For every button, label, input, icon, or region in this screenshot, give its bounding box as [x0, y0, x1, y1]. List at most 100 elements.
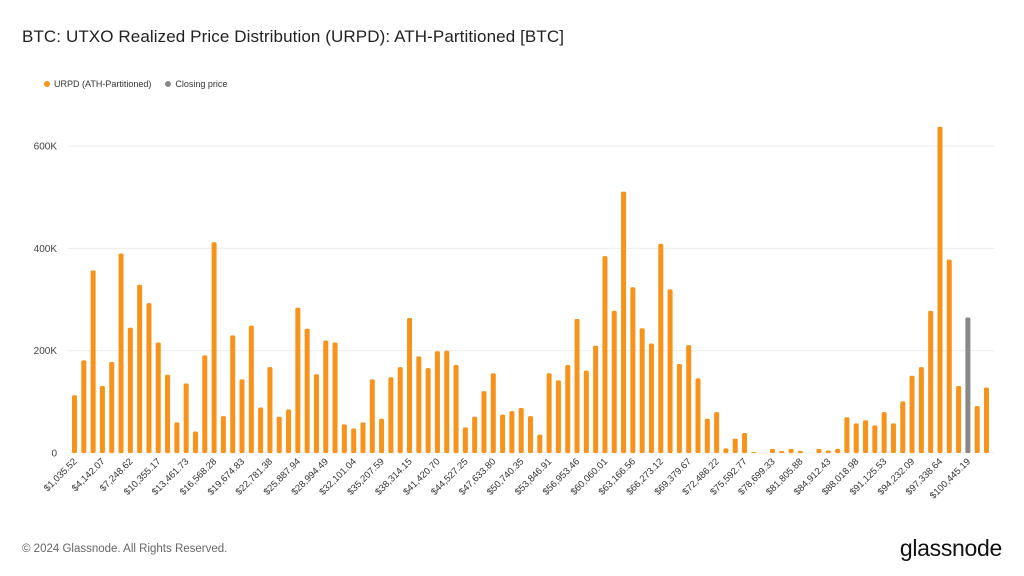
bar-urpd[interactable] — [546, 373, 552, 453]
bar-urpd[interactable] — [230, 335, 236, 453]
bar-urpd[interactable] — [379, 418, 385, 453]
bar-urpd[interactable] — [369, 379, 375, 453]
bar-urpd[interactable] — [220, 416, 226, 453]
bar-urpd[interactable] — [146, 303, 152, 453]
bar-urpd[interactable] — [258, 407, 264, 453]
bar-urpd[interactable] — [341, 424, 347, 453]
bar-urpd[interactable] — [751, 451, 757, 453]
bar-urpd[interactable] — [630, 287, 636, 453]
bar-urpd[interactable] — [537, 434, 543, 453]
bar-urpd[interactable] — [500, 414, 506, 453]
bar-urpd[interactable] — [137, 284, 143, 453]
bar-urpd[interactable] — [686, 345, 692, 453]
bar-urpd[interactable] — [165, 374, 171, 453]
bar-urpd[interactable] — [844, 417, 850, 453]
bar-urpd[interactable] — [890, 423, 896, 453]
bar-urpd[interactable] — [453, 365, 459, 453]
bar-urpd[interactable] — [583, 370, 589, 453]
bar-closing-price[interactable] — [965, 317, 971, 453]
bar-urpd[interactable] — [444, 350, 450, 453]
bar-urpd[interactable] — [853, 423, 859, 453]
bar-urpd[interactable] — [863, 420, 869, 453]
bar-urpd[interactable] — [769, 448, 775, 453]
bar-urpd[interactable] — [648, 343, 654, 453]
bar-urpd[interactable] — [825, 450, 831, 453]
bar-urpd[interactable] — [658, 243, 664, 453]
bar-urpd[interactable] — [118, 253, 124, 453]
bar-urpd[interactable] — [835, 448, 841, 453]
bar-urpd[interactable] — [574, 319, 580, 453]
legend-item-closing-price[interactable]: Closing price — [165, 79, 227, 89]
bar-urpd[interactable] — [900, 401, 906, 453]
bar-urpd[interactable] — [174, 422, 180, 453]
bar-urpd[interactable] — [72, 395, 77, 453]
bar-urpd[interactable] — [667, 289, 673, 453]
bar-urpd[interactable] — [202, 355, 208, 453]
bar-urpd[interactable] — [360, 422, 366, 453]
bar-urpd[interactable] — [611, 310, 617, 453]
bar-urpd[interactable] — [276, 416, 282, 453]
bar-urpd[interactable] — [937, 126, 943, 454]
bar-urpd[interactable] — [286, 409, 292, 453]
bar-urpd[interactable] — [723, 448, 729, 453]
bar-urpd[interactable] — [323, 340, 329, 453]
bar-urpd[interactable] — [621, 191, 627, 453]
bar-urpd[interactable] — [509, 411, 515, 453]
bar-urpd[interactable] — [518, 407, 524, 453]
bar-urpd[interactable] — [192, 431, 198, 453]
bar-urpd[interactable] — [881, 412, 887, 453]
bar-urpd[interactable] — [407, 317, 413, 453]
bar-urpd[interactable] — [816, 448, 822, 453]
bar-urpd[interactable] — [313, 374, 319, 453]
bar-urpd[interactable] — [155, 342, 161, 453]
bar-urpd[interactable] — [639, 328, 645, 453]
bar-urpd[interactable] — [872, 425, 878, 453]
bar-urpd[interactable] — [304, 328, 310, 453]
bar-urpd[interactable] — [704, 418, 710, 453]
bar-urpd[interactable] — [332, 342, 338, 453]
bar-urpd[interactable] — [183, 383, 189, 453]
bar-urpd[interactable] — [490, 373, 496, 453]
bar-urpd[interactable] — [109, 361, 115, 453]
bar-urpd[interactable] — [695, 378, 701, 453]
bar-urpd[interactable] — [956, 386, 962, 453]
bar-urpd[interactable] — [788, 448, 794, 453]
bar-urpd[interactable] — [99, 386, 105, 453]
bar-urpd[interactable] — [928, 310, 934, 453]
legend-item-urpd[interactable]: URPD (ATH-Partitioned) — [44, 79, 151, 89]
bar-urpd[interactable] — [239, 379, 245, 453]
bar-urpd[interactable] — [732, 438, 738, 453]
bar-urpd[interactable] — [397, 367, 403, 453]
bar-urpd[interactable] — [797, 450, 803, 453]
bar-urpd[interactable] — [676, 364, 682, 453]
bar-urpd[interactable] — [127, 327, 133, 453]
bar-urpd[interactable] — [211, 242, 217, 453]
glassnode-logo: glassnode — [899, 535, 1002, 561]
bar-urpd[interactable] — [555, 380, 561, 453]
bar-urpd[interactable] — [295, 307, 301, 453]
bar-urpd[interactable] — [472, 416, 478, 453]
bar-urpd[interactable] — [388, 377, 394, 453]
bar-urpd[interactable] — [481, 391, 487, 453]
bar-urpd[interactable] — [779, 450, 785, 453]
bar-urpd[interactable] — [565, 365, 571, 453]
bar-urpd[interactable] — [528, 416, 533, 453]
bar-urpd[interactable] — [742, 433, 748, 453]
bar-urpd[interactable] — [267, 367, 273, 453]
bar-urpd[interactable] — [434, 351, 440, 453]
bar-urpd[interactable] — [593, 345, 599, 453]
bar-urpd[interactable] — [984, 387, 989, 453]
bar-urpd[interactable] — [909, 375, 915, 453]
bar-urpd[interactable] — [81, 360, 87, 453]
bar-urpd[interactable] — [416, 356, 422, 453]
bar-urpd[interactable] — [90, 270, 96, 453]
bar-urpd[interactable] — [946, 259, 952, 453]
bar-urpd[interactable] — [248, 325, 254, 453]
bar-urpd[interactable] — [351, 428, 357, 453]
bar-urpd[interactable] — [918, 367, 924, 453]
bar-urpd[interactable] — [462, 427, 468, 453]
bar-urpd[interactable] — [974, 405, 980, 453]
bar-urpd[interactable] — [602, 256, 608, 453]
bar-urpd[interactable] — [714, 412, 720, 453]
bar-urpd[interactable] — [425, 368, 431, 453]
